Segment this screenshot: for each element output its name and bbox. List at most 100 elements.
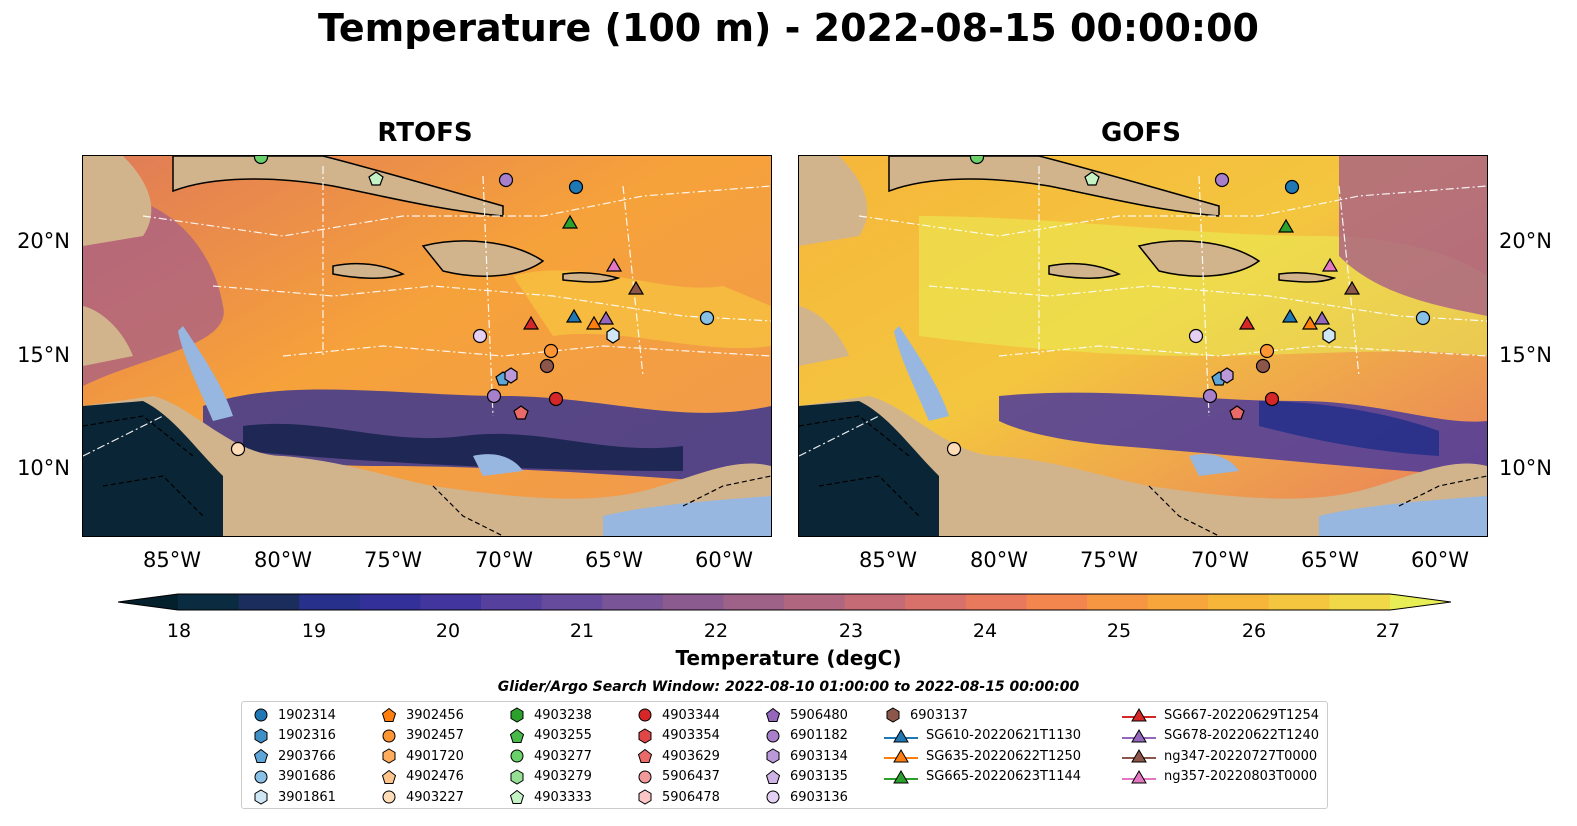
colorbar-segment [178,594,240,610]
colorbar-segment [238,594,300,610]
legend-item-label: 3902457 [406,728,464,743]
legend-item-label: 4903227 [406,789,464,805]
legend-item-label: 3902456 [406,707,464,723]
legend-marker-icon [638,727,652,744]
legend-item-label: SG667-20220629T1254 [1164,707,1320,723]
panel-title-gofs: GOFS [1101,118,1181,148]
colorbar-segment [481,594,543,610]
legend-item: 6903135 [764,767,848,787]
legend-item-label: 5906437 [662,769,720,784]
legend-marker-icon [381,769,397,784]
legend-marker-icon [766,729,780,742]
legend-item: 5906480 [764,705,848,725]
lat-label: 10°N [17,456,70,480]
legend-item: 3902457 [380,726,464,746]
colorbar-segment [541,594,603,610]
legend-marker-icon [254,770,268,783]
legend-marker-icon [1122,769,1156,783]
lon-label: 70°W [1191,548,1249,572]
legend-item: 4901720 [380,746,464,766]
legend-marker-icon [509,728,525,743]
colorbar-segment [965,594,1027,610]
legend-marker-icon [510,707,524,723]
legend-item: SG678-20220622T1240 [1122,726,1319,746]
lon-label: 70°W [475,548,533,572]
legend-item: 6903137 [884,705,968,725]
legend-item: 1902314 [252,705,336,725]
lat-label: 20°N [17,229,70,253]
colorbar-segment [1147,594,1209,610]
colorbar-tick: 25 [1106,620,1132,642]
legend-marker-icon [382,748,396,764]
map-gofs[interactable] [798,155,1488,537]
legend-item: SG635-20220622T1250 [884,746,1081,766]
colorbar-segment [420,594,482,610]
legend-item-label: 1902316 [278,728,336,743]
legend-marker-icon [510,749,524,763]
legend-marker-icon [884,728,918,742]
legend-item-label: SG678-20220622T1240 [1164,728,1320,743]
legend-marker-icon [884,749,918,763]
legend-item-label: 4903629 [662,748,720,764]
lon-label: 85°W [143,548,201,572]
legend-marker-icon [510,768,524,785]
legend-marker-icon [254,789,268,805]
colorbar-extend-max [1390,594,1451,610]
map-rtofs[interactable] [82,155,772,537]
colorbar-extend-min [118,594,178,610]
legend-item: 3901686 [252,767,336,787]
legend-item: 1902316 [252,726,336,746]
legend-item-label: 4903238 [534,707,592,723]
legend-item: 4903344 [636,705,720,725]
legend-item: 4902476 [380,767,464,787]
legend-item-label: 1902314 [278,707,336,723]
colorbar-tick: 23 [838,620,864,642]
lat-label: 20°N [1499,229,1552,253]
legend-item: SG667-20220629T1254 [1122,705,1319,725]
legend-item: 3901861 [252,787,336,807]
colorbar-segment [1208,594,1270,610]
lon-label: 85°W [859,548,917,572]
legend-item: 6903134 [764,746,848,766]
colorbar-tick: 18 [166,620,192,642]
lat-label: 15°N [1499,343,1552,367]
legend-item-label: 6903134 [790,748,848,764]
legend-item: 4903629 [636,746,720,766]
colorbar-tick: 27 [1375,620,1401,642]
legend-item-label: 3901861 [278,789,336,805]
legend-item: 6903136 [764,787,848,807]
legend-item-label: 6901182 [790,728,848,743]
legend-item: 4903354 [636,726,720,746]
colorbar-segment [1087,594,1149,610]
colorbar [118,593,1451,611]
colorbar-label: Temperature (degC) [675,646,902,670]
legend-item-label: 4902476 [406,769,464,784]
legend-marker-icon [254,727,268,744]
legend-marker-icon [382,729,396,742]
colorbar-tick: 19 [301,620,327,642]
legend-item-label: 4903255 [534,728,592,743]
legend-marker-icon [765,707,781,722]
lon-label: 75°W [364,548,422,572]
colorbar-tick: 20 [435,620,461,642]
colorbar-segment [602,594,664,610]
legend-marker-icon [253,748,269,763]
legend-item-label: 4903333 [534,789,592,805]
lon-label: 60°W [1411,548,1469,572]
map-gofs-canvas [799,156,1487,536]
colorbar-segment [784,594,846,610]
legend-item: 2903766 [252,746,336,766]
legend-title: Glider/Argo Search Window: 2022-08-10 01… [497,679,1080,695]
legend-marker-icon [766,790,780,804]
legend-marker-icon [765,769,781,784]
legend-marker-icon [1122,728,1156,742]
colorbar-segment [1026,594,1088,610]
legend-item-label: 4903279 [534,769,592,784]
legend-item-label: ng357-20220803T0000 [1164,769,1318,784]
legend-item: 4903255 [508,726,592,746]
legend-marker-icon [381,707,397,722]
colorbar-segment [905,594,967,610]
legend-marker-icon [638,708,652,722]
colorbar-tick: 26 [1241,620,1267,642]
legend-item-label: 3901686 [278,769,336,784]
